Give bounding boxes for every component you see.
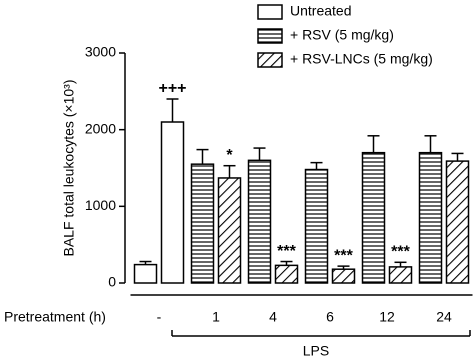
bar [133, 263, 158, 284]
x-tick-label: - [157, 309, 162, 325]
bar [247, 159, 272, 284]
x-tick-label: 1 [212, 309, 220, 325]
legend-label: + RSV (5 mg/kg) [290, 27, 394, 43]
significance-label: +++ [158, 80, 186, 97]
significance-label: *** [391, 244, 410, 261]
bar [217, 177, 242, 284]
legend-swatch [257, 52, 283, 68]
x-tick-label: 12 [379, 309, 395, 325]
bar [361, 151, 386, 284]
y-tick-label: 2000 [85, 120, 116, 136]
bar [304, 168, 329, 284]
y-tick-label: 0 [108, 274, 116, 290]
significance-label: *** [277, 243, 296, 260]
bar [445, 160, 470, 284]
y-tick-label: 3000 [85, 44, 116, 60]
bar [418, 151, 443, 284]
legend-swatch [257, 28, 283, 44]
y-axis-label: BALF total leukocytes (×10³) [61, 79, 77, 256]
group-label: LPS [303, 343, 329, 359]
bar [274, 264, 299, 284]
significance-label: *** [334, 247, 353, 264]
x-tick-label: 24 [436, 309, 452, 325]
bar [331, 268, 356, 284]
bar [388, 266, 413, 284]
bar [190, 163, 215, 284]
legend-label: + RSV-LNCs (5 mg/kg) [290, 51, 433, 67]
significance-label: * [226, 147, 233, 164]
x-tick-label: 6 [326, 309, 334, 325]
y-tick-label: 1000 [85, 197, 116, 213]
legend-label: Untreated [290, 3, 351, 19]
x-axis-label: Pretreatment (h) [4, 309, 106, 325]
legend-swatch [257, 4, 283, 20]
bar [160, 121, 185, 284]
x-tick-label: 4 [269, 309, 277, 325]
